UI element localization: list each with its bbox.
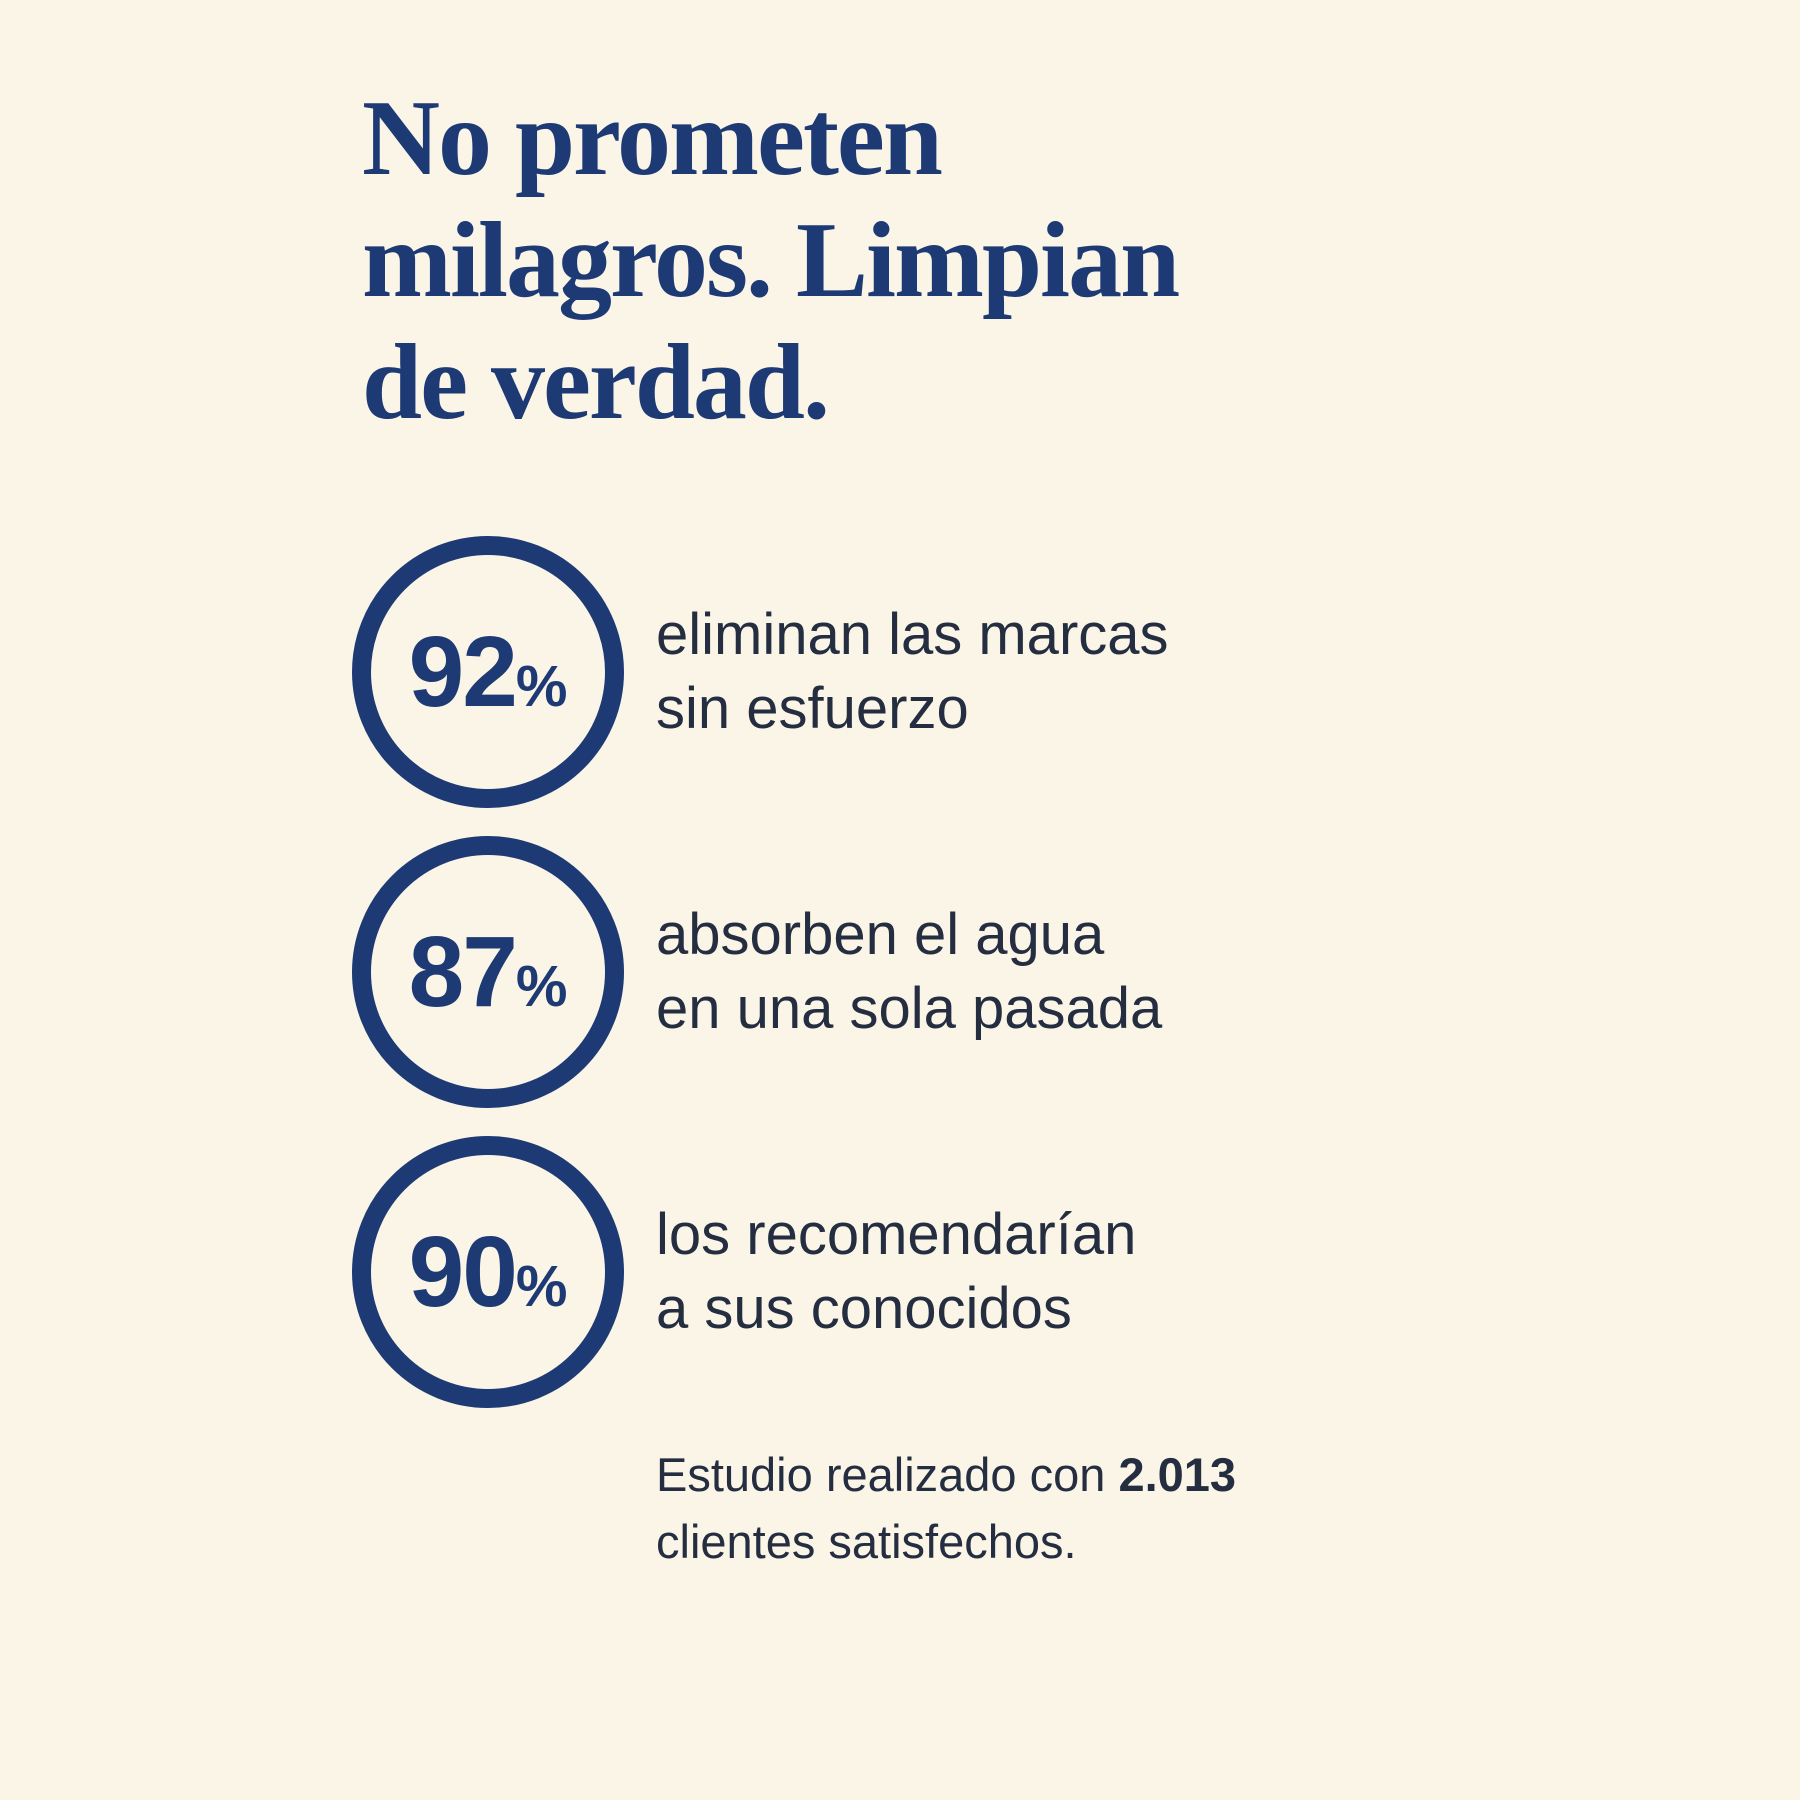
stat-number: 92 [408, 616, 518, 729]
headline: No prometen milagros. Limpian de verdad. [362, 78, 1800, 444]
stat-number: 87 [408, 916, 518, 1029]
stat-row-effortless: 92% eliminan las marcas sin esfuerzo [352, 536, 1800, 809]
stat-label: los recomendarían a sus conocidos [656, 1202, 1137, 1342]
stat-circle-badge: 90% [352, 1136, 624, 1409]
stat-value: 90% [409, 1222, 568, 1322]
footnote-sample-size: 2.013 [1118, 1448, 1237, 1502]
stat-row-recommend: 90% los recomendarían a sus conocidos [352, 1136, 1800, 1409]
stats-list: 92% eliminan las marcas sin esfuerzo 87%… [352, 536, 1800, 1409]
percent-sign: % [515, 1254, 568, 1320]
stat-value: 87% [409, 922, 568, 1022]
stat-circle-badge: 92% [352, 536, 624, 809]
footnote-prefix: Estudio realizado con [656, 1448, 1119, 1502]
footnote-line-1: Estudio realizado con 2.013 [656, 1442, 1356, 1509]
stat-number: 90 [408, 1216, 518, 1329]
stat-value: 92% [409, 622, 568, 722]
stat-row-absorb: 87% absorben el agua en una sola pasada [352, 836, 1800, 1109]
footnote-line-2: clientes satisfechos. [656, 1514, 1077, 1568]
headline-line-1: No prometen [362, 79, 943, 198]
study-footnote: Estudio realizado con 2.013 clientes sat… [656, 1442, 1356, 1575]
stat-label: eliminan las marcas sin esfuerzo [656, 602, 1169, 742]
stat-circle-badge: 87% [352, 836, 624, 1109]
percent-sign: % [515, 654, 568, 720]
headline-line-3: de verdad. [362, 323, 830, 443]
percent-sign: % [515, 954, 568, 1020]
headline-line-2: milagros. Limpian [362, 201, 1180, 321]
stat-label: absorben el agua en una sola pasada [656, 902, 1163, 1042]
